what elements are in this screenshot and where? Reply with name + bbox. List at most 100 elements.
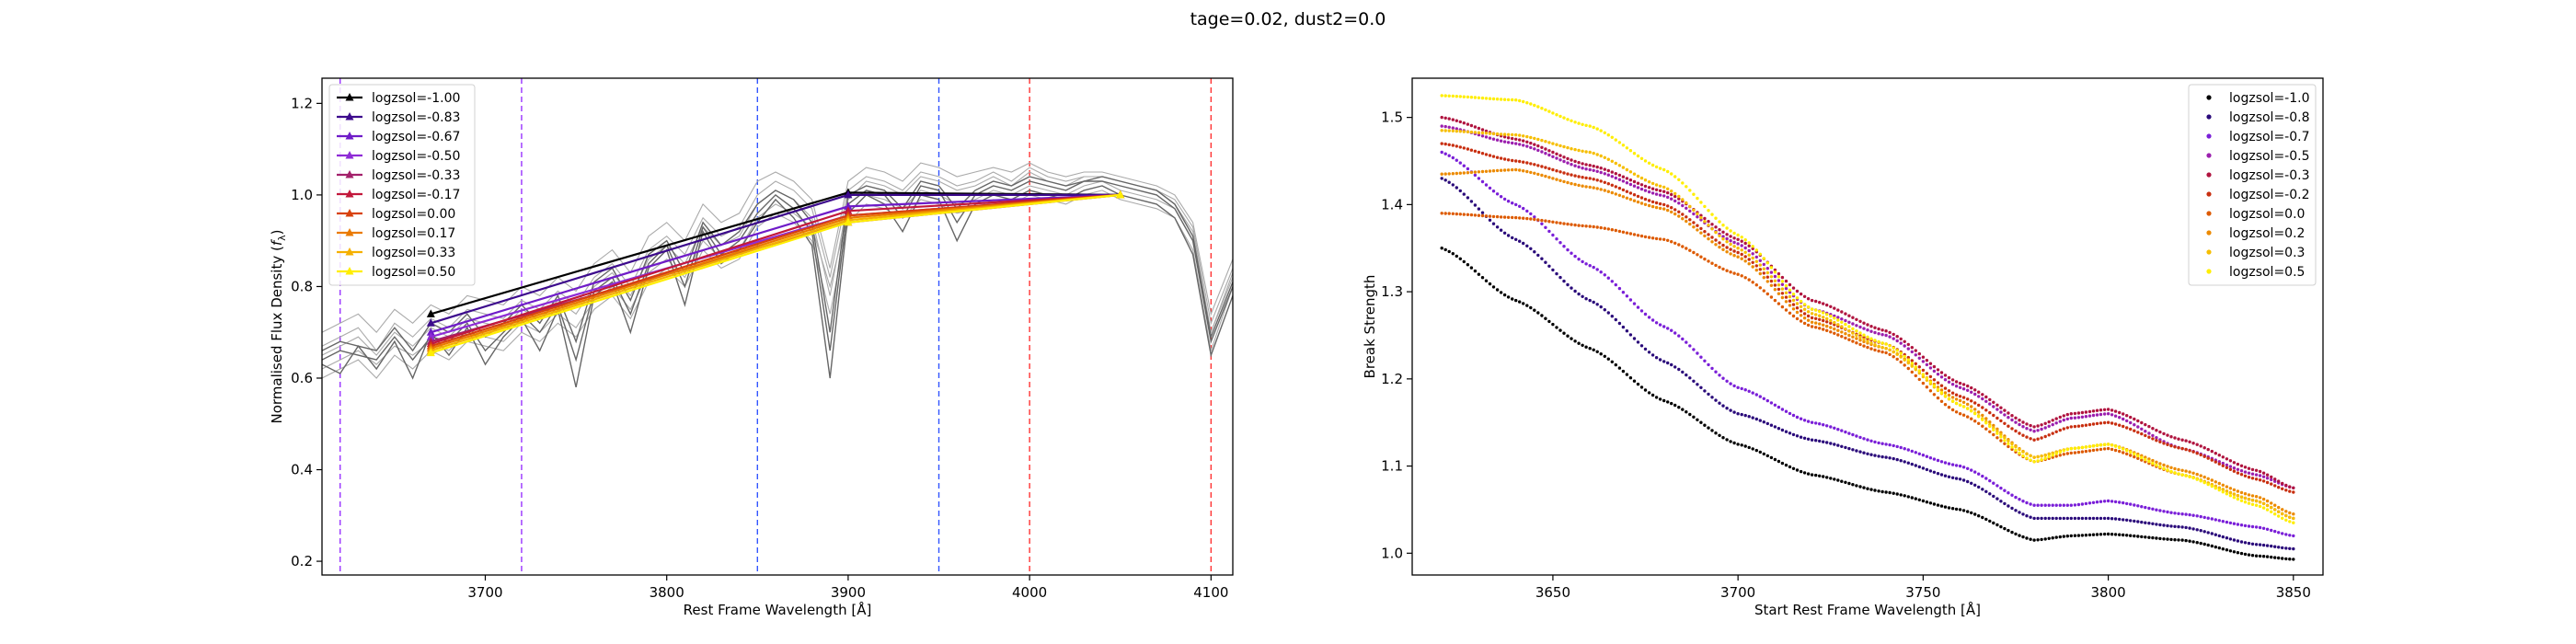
scatter-point — [1825, 316, 1829, 321]
scatter-point — [1806, 437, 1811, 441]
scatter-point — [1514, 159, 1518, 163]
scatter-point — [1621, 166, 1626, 169]
scatter-point — [1795, 316, 1800, 321]
scatter-point — [1855, 333, 1858, 338]
scatter-point — [1928, 366, 1933, 370]
scatter-point — [1696, 215, 1699, 219]
scatter-point — [2036, 424, 2040, 428]
scatter-point — [1754, 264, 1759, 268]
scatter-point — [1829, 442, 1833, 445]
legend-label: logzsol=-0.5 — [2229, 149, 2310, 164]
scatter-point — [1862, 437, 1866, 441]
scatter-point — [1681, 245, 1685, 248]
scatter-point — [2062, 449, 2065, 453]
scatter-point — [1895, 492, 1899, 496]
scatter-point — [1899, 493, 1903, 497]
scatter-point — [1799, 292, 1803, 296]
scatter-point — [1480, 134, 1485, 138]
scatter-point — [1673, 194, 1677, 199]
scatter-point — [1595, 127, 1599, 131]
scatter-point — [1780, 287, 1785, 291]
scatter-point — [2007, 411, 2010, 415]
scatter-point — [1488, 97, 1492, 100]
scatter-point — [1943, 374, 1948, 377]
scatter-point — [1625, 181, 1629, 185]
scatter-point — [1533, 171, 1536, 175]
scatter-point — [1981, 393, 1984, 397]
scatter-point — [1462, 121, 1466, 125]
scatter-point — [2166, 443, 2169, 446]
scatter-point — [2243, 541, 2248, 545]
scatter-point — [1947, 393, 1951, 397]
scatter-point — [2221, 464, 2225, 467]
scatter-point — [2051, 454, 2054, 457]
scatter-point — [1950, 399, 1955, 403]
scatter-point — [1814, 421, 1818, 425]
scatter-point — [1551, 268, 1555, 272]
scatter-point — [1625, 231, 1629, 235]
scatter-point — [1829, 477, 1833, 480]
scatter-point — [1458, 171, 1463, 175]
scatter-point — [1769, 295, 1774, 299]
scatter-point — [2110, 413, 2114, 417]
scatter-point — [1529, 145, 1533, 150]
scatter-point — [1840, 479, 1844, 483]
scatter-point — [2129, 454, 2133, 457]
scatter-point — [2043, 434, 2047, 439]
scatter-point — [1506, 141, 1511, 144]
scatter-point — [2250, 477, 2255, 480]
scatter-point — [1855, 341, 1858, 345]
scatter-point — [1958, 395, 1962, 398]
scatter-point — [1581, 167, 1584, 170]
scatter-point — [1736, 247, 1740, 250]
scatter-point — [1540, 138, 1544, 143]
scatter-point — [2110, 533, 2114, 536]
scatter-point — [1650, 236, 1655, 240]
scatter-point — [2054, 430, 2058, 433]
scatter-point — [2261, 526, 2266, 530]
scatter-point — [1829, 425, 1833, 429]
scatter-point — [2106, 420, 2110, 424]
scatter-point — [1810, 312, 1814, 316]
scatter-point — [1880, 350, 1884, 354]
scatter-point — [1802, 294, 1807, 298]
scatter-point — [1662, 325, 1666, 328]
scatter-point — [1740, 236, 1743, 239]
scatter-point — [2129, 534, 2133, 537]
legend-label: logzsol=-0.33 — [372, 168, 460, 183]
scatter-point — [1480, 169, 1485, 174]
scatter-point — [2014, 495, 2018, 500]
scatter-point — [1903, 494, 1906, 498]
scatter-point — [1488, 218, 1492, 222]
scatter-point — [1725, 226, 1729, 230]
scatter-point — [1777, 275, 1781, 279]
scatter-point — [1977, 514, 1981, 518]
scatter-point — [1584, 224, 1588, 228]
scatter-point — [2118, 517, 2122, 522]
scatter-point — [1754, 255, 1759, 259]
scatter-point — [1570, 147, 1573, 151]
scatter-point — [2206, 456, 2210, 460]
scatter-point — [2058, 516, 2062, 521]
scatter-point — [1862, 321, 1866, 325]
scatter-point — [1721, 376, 1725, 380]
scatter-point — [1540, 257, 1544, 260]
scatter-point — [2202, 475, 2206, 479]
scatter-point — [1751, 260, 1754, 264]
scatter-point — [1747, 244, 1751, 247]
scatter-point — [1732, 240, 1736, 245]
series-marker — [1116, 190, 1125, 199]
scatter-point — [1914, 374, 1917, 378]
scatter-point — [2206, 447, 2210, 452]
scatter-point — [2099, 443, 2103, 447]
scatter-point — [1977, 410, 1981, 414]
scatter-point — [1751, 391, 1754, 395]
scatter-point — [1599, 170, 1603, 175]
scatter-point — [1566, 282, 1570, 287]
scatter-point — [1647, 236, 1651, 239]
scatter-point — [1566, 156, 1570, 161]
scatter-point — [1710, 429, 1714, 432]
scatter-point — [1795, 296, 1800, 300]
scatter-point — [1484, 153, 1489, 156]
scatter-point — [1685, 215, 1688, 219]
